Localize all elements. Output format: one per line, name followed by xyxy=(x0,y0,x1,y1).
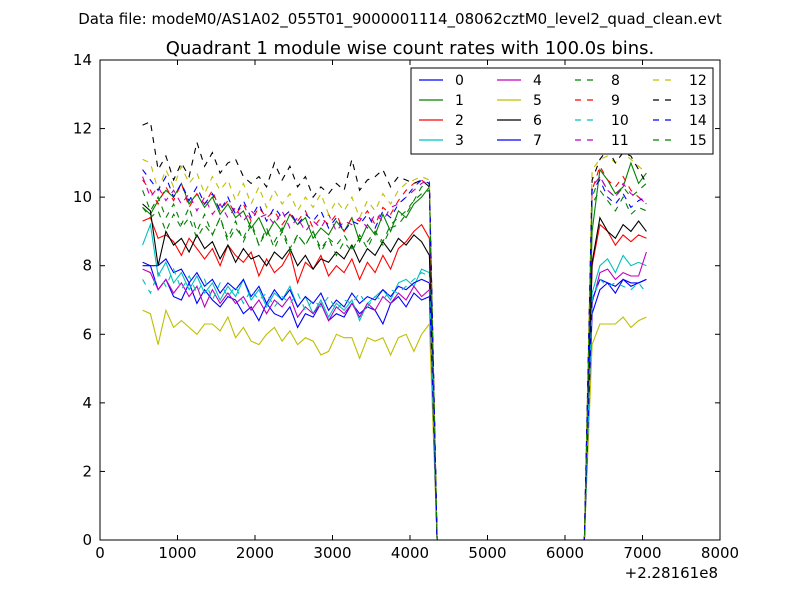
chart-title: Quadrant 1 module wise count rates with … xyxy=(166,38,655,59)
series-line-6 xyxy=(142,203,647,541)
y-tick-label: 10 xyxy=(73,188,92,206)
series-line-15 xyxy=(142,189,647,541)
x-tick-label: 7000 xyxy=(623,544,661,562)
series-line-9 xyxy=(142,164,647,541)
x-tick-label: 5000 xyxy=(468,544,506,562)
y-tick-label: 2 xyxy=(82,462,92,480)
legend-label-4: 4 xyxy=(533,73,542,89)
axes: 0 1000 2000 3000 4000 5000 6000 7000 80000246810… xyxy=(73,51,739,562)
legend-label-3: 3 xyxy=(455,133,464,149)
x-tick-label: 1000 xyxy=(158,544,196,562)
legend-label-14: 14 xyxy=(689,113,707,129)
series-line-13 xyxy=(142,120,647,541)
series-line-14 xyxy=(142,169,647,541)
x-tick-label: 2000 xyxy=(236,544,274,562)
plot-area xyxy=(142,120,647,541)
series-line-5 xyxy=(142,308,647,541)
legend-label-9: 9 xyxy=(611,93,620,109)
series-line-8 xyxy=(142,175,647,541)
series-line-3 xyxy=(142,222,647,541)
y-tick-label: 6 xyxy=(82,325,92,343)
legend-label-13: 13 xyxy=(689,93,707,109)
series-line-0 xyxy=(142,265,647,541)
legend-label-11: 11 xyxy=(611,133,629,149)
legend-label-1: 1 xyxy=(455,93,464,109)
legend-label-5: 5 xyxy=(533,93,542,109)
legend-label-12: 12 xyxy=(689,73,707,89)
x-axis-offset-label: +2.28161e8 xyxy=(625,564,718,582)
y-tick-label: 0 xyxy=(82,531,92,549)
legend-label-10: 10 xyxy=(611,113,629,129)
legend-box xyxy=(410,67,714,155)
x-tick-label: 8000 xyxy=(701,544,739,562)
legend-label-0: 0 xyxy=(455,73,464,89)
legend-label-15: 15 xyxy=(689,133,707,149)
x-tick-label: 4000 xyxy=(391,544,429,562)
legend-label-7: 7 xyxy=(533,133,542,149)
legend-label-2: 2 xyxy=(455,113,464,129)
series-line-10 xyxy=(142,267,647,541)
x-tick-label: 6000 xyxy=(546,544,584,562)
series-line-1 xyxy=(142,161,647,541)
y-tick-label: 14 xyxy=(73,51,92,69)
series-line-11 xyxy=(142,175,647,541)
figure-suptitle: Data file: modeM0/AS1A02_055T01_90000011… xyxy=(78,10,722,29)
y-tick-label: 12 xyxy=(73,120,92,138)
x-tick-label: 0 xyxy=(95,544,105,562)
y-tick-label: 4 xyxy=(82,394,92,412)
y-tick-label: 8 xyxy=(82,257,92,275)
legend-label-6: 6 xyxy=(533,113,542,129)
series-line-2 xyxy=(142,216,647,541)
x-tick-label: 3000 xyxy=(313,544,351,562)
legend-label-8: 8 xyxy=(611,73,620,89)
